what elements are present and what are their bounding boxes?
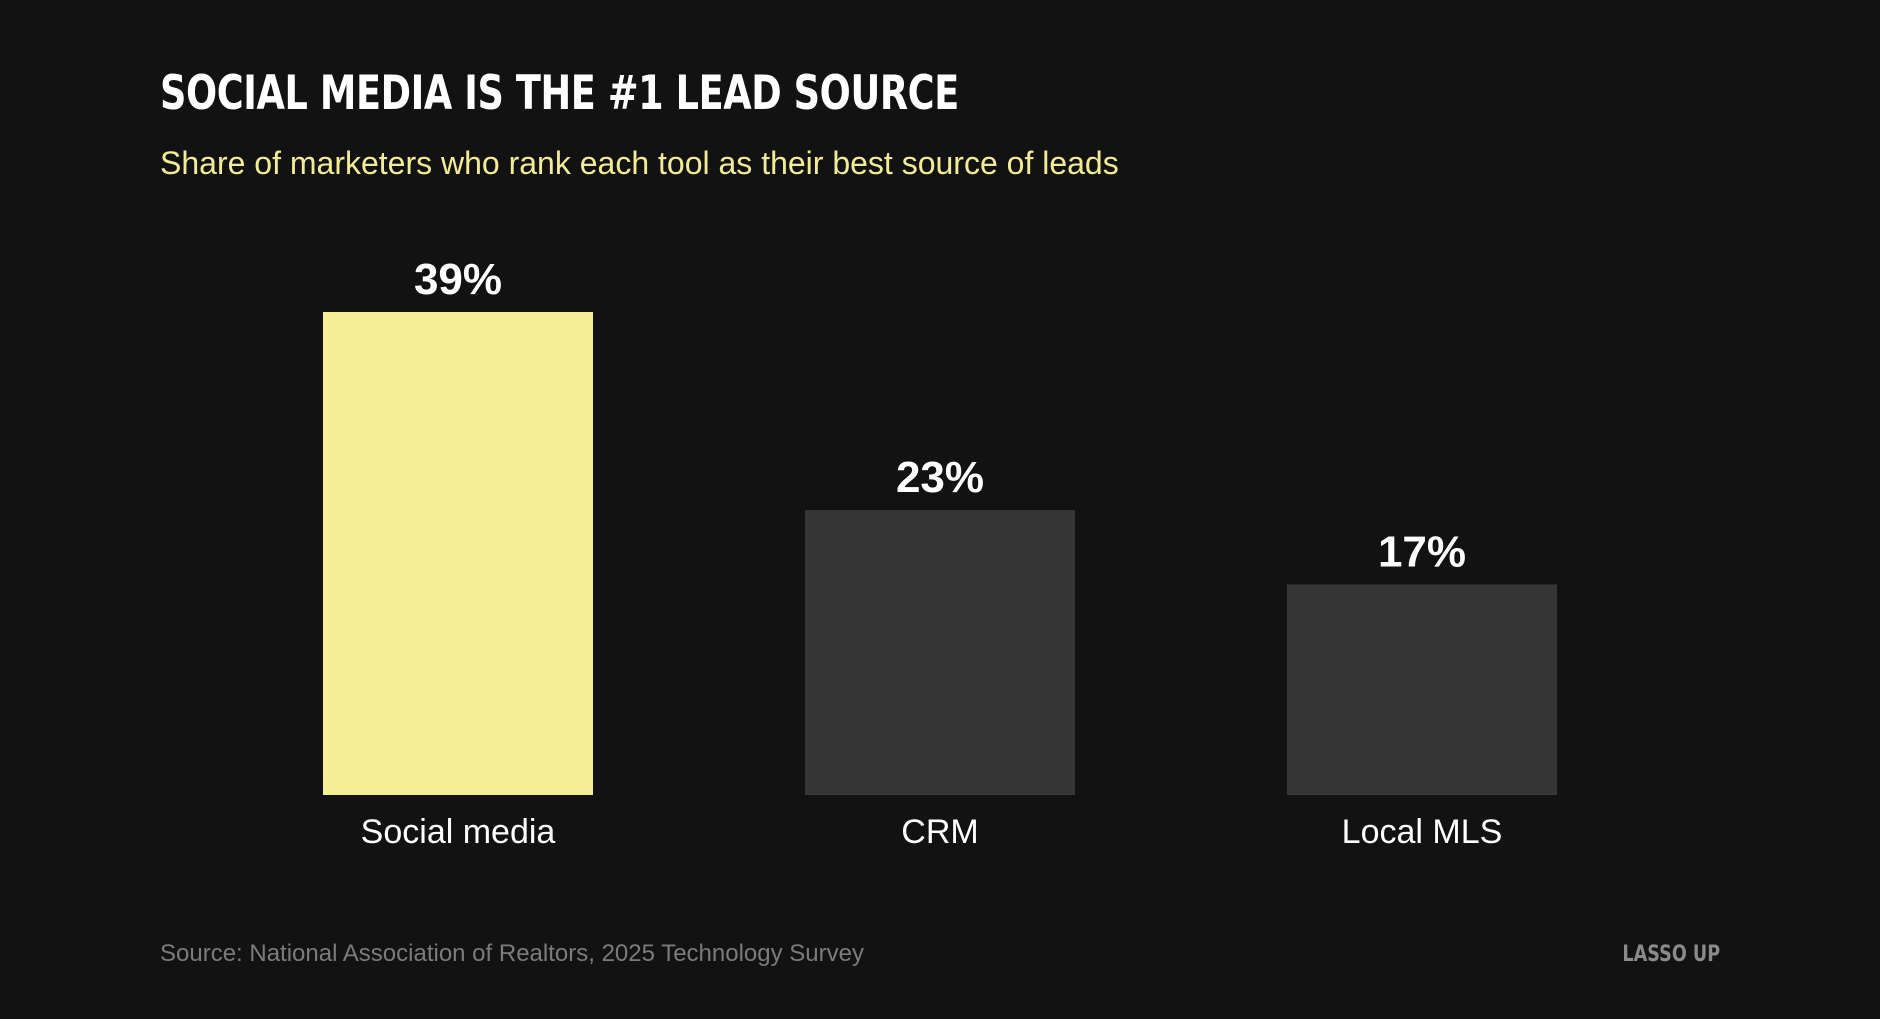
category-label: CRM — [901, 813, 978, 851]
bar-chart: 39% Social media 23% CRM 17% Local MLS — [323, 255, 1557, 851]
value-label: 17% — [1378, 527, 1466, 576]
chart-subtitle: Share of marketers who rank each tool as… — [160, 145, 1119, 181]
chart-title: SOCIAL MEDIA IS THE #1 LEAD SOURCE — [160, 66, 959, 121]
value-label: 39% — [414, 255, 502, 304]
bar-crm — [805, 510, 1075, 795]
category-label: Local MLS — [1342, 813, 1503, 851]
bar-local-mls — [1287, 584, 1557, 795]
bar-social-media — [323, 312, 593, 795]
brand-logo-text: LASSO UP — [1622, 942, 1720, 967]
category-label: Social media — [361, 813, 556, 851]
source-note: Source: National Association of Realtors… — [160, 940, 864, 967]
value-label: 23% — [896, 453, 984, 502]
